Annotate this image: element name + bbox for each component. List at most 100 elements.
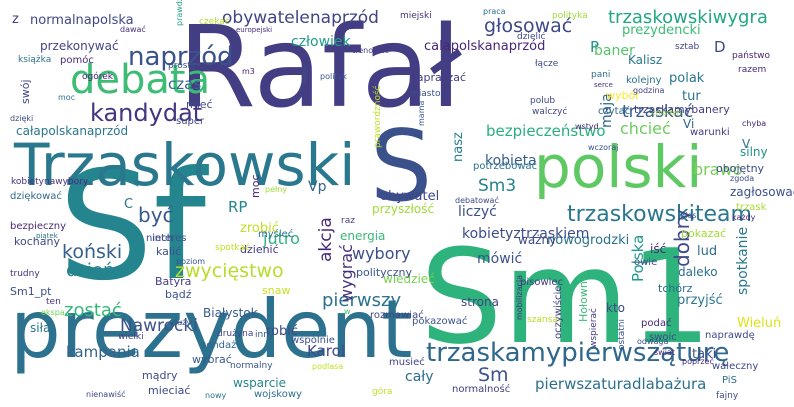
word: podlasa (312, 362, 344, 371)
word: moc (58, 93, 76, 102)
word: potrzebować (473, 161, 538, 172)
word: debatować (455, 196, 499, 205)
word: baner (594, 43, 635, 59)
word: łącze (535, 59, 559, 69)
word: ekspa (41, 308, 65, 317)
word: trzaskowskiteam (567, 202, 752, 227)
word: cmarteh (652, 109, 682, 117)
word: polityk (320, 72, 347, 81)
word: ogórek (82, 72, 113, 82)
word: dzielić (517, 32, 546, 42)
word: naprawdę (705, 330, 755, 341)
word: prawordzność (373, 85, 383, 148)
word: miejski (400, 11, 432, 21)
word: przyszłość (372, 202, 435, 216)
word: Rafał (178, 3, 462, 133)
word: unia (299, 66, 308, 84)
word: walczyć (532, 107, 568, 117)
word: nasz (451, 132, 466, 162)
word: prosty (168, 61, 197, 71)
word: serce (594, 81, 613, 89)
word: wstyd (575, 122, 599, 131)
word: trzask (736, 202, 767, 213)
word: każdy (732, 213, 756, 222)
word: dawać (120, 25, 146, 34)
word: Batyra (155, 275, 192, 288)
word: trzaskać (622, 102, 694, 122)
word: kampania (66, 343, 140, 361)
word: kobieta (485, 153, 537, 169)
word: Kalisz (628, 53, 663, 67)
word: silny (740, 145, 768, 159)
word: miasto (410, 89, 441, 99)
word: wojskowy (254, 389, 302, 400)
word: calapolskanaprzód (424, 39, 546, 54)
word: tchórz (658, 282, 693, 295)
word: czas (168, 75, 202, 93)
word: normalnapolska (30, 13, 134, 28)
word: akcja (316, 217, 336, 262)
word: prawdziwy (175, 0, 184, 26)
word: nienawiść (86, 390, 126, 399)
word: kochany (14, 235, 60, 248)
word: inny (255, 330, 275, 340)
word: liczyć (458, 204, 497, 220)
word: ostatni (617, 319, 627, 350)
word: polski (534, 133, 703, 201)
word: przyjść (677, 293, 723, 308)
word: pierwszy (322, 290, 402, 311)
word: poziom (176, 257, 206, 266)
word: godzina (633, 86, 665, 95)
word: dzień (66, 260, 115, 281)
word: zapraszać (411, 71, 467, 84)
word: bądź (165, 288, 192, 301)
word: debata (70, 57, 211, 103)
word: razem (738, 65, 767, 75)
word: rozmawiać (370, 310, 424, 321)
word: nowogrodzki (547, 233, 630, 248)
word: iść (650, 242, 667, 256)
word: snaw (262, 284, 291, 297)
word: wsparcie (233, 376, 287, 390)
word: wspierać (589, 308, 599, 348)
word: mądry (142, 369, 178, 382)
word: C (124, 197, 134, 212)
word: pokazować (412, 316, 468, 327)
word: naprzód (128, 42, 234, 72)
word: w (344, 307, 351, 316)
word: brawo (693, 160, 743, 179)
word: RP (228, 198, 248, 216)
word: swój (19, 79, 32, 104)
word: Sf (58, 140, 207, 314)
word: zagłosować (730, 185, 794, 199)
word: prezydent (10, 283, 413, 376)
word: dzięki (10, 114, 34, 123)
word: V (742, 137, 751, 151)
word: trzaskamybanery (634, 103, 730, 116)
word: zgoda (730, 174, 755, 183)
word: Sm1 (420, 221, 712, 373)
word: zostać (64, 300, 122, 321)
word: tur (682, 89, 701, 104)
word: Sm1_pt (10, 285, 52, 298)
word: mówić (477, 251, 523, 267)
word: mobilizacja (515, 274, 524, 320)
word: lud (697, 244, 718, 259)
word: Sm3 (478, 176, 517, 196)
word: Wieluń (737, 316, 782, 331)
word: Hołownia (577, 271, 590, 322)
word: obywatel (380, 189, 440, 204)
word: dziękować (10, 191, 62, 202)
word: kalić (156, 245, 182, 258)
word: sondaż (201, 340, 237, 351)
word: strona (461, 295, 499, 309)
word: sztab (675, 42, 700, 52)
word: trzaskowskiwygra (608, 7, 768, 28)
word: spotkanie (735, 226, 751, 295)
word: D (714, 38, 726, 56)
word: moc (249, 174, 262, 199)
word: podać (641, 318, 672, 329)
word: kolejny (626, 75, 662, 86)
word: pani (591, 70, 611, 80)
word: super (176, 116, 205, 127)
